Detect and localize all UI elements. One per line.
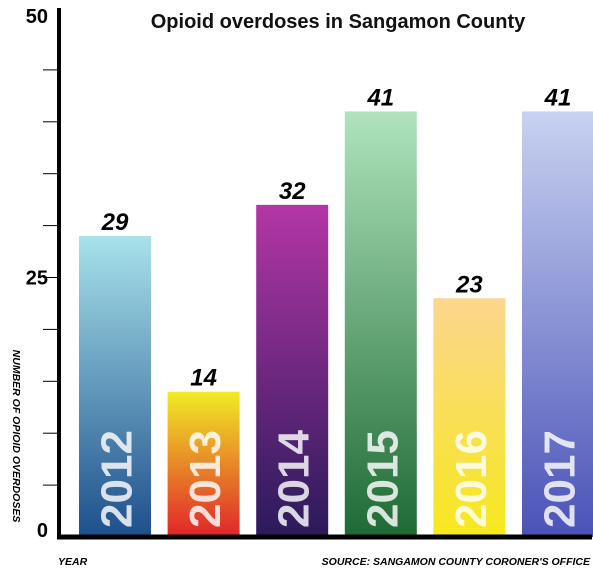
bar-2016 xyxy=(433,298,506,537)
category-label-2013: 2013 xyxy=(181,430,230,528)
data-label-2016: 23 xyxy=(455,271,483,298)
y-tick-label: 0 xyxy=(37,520,48,542)
source-note: SOURCE: SANGAMON COUNTY CORONER'S OFFICE xyxy=(322,556,591,568)
x-axis-label: YEAR xyxy=(58,556,88,568)
y-axis-label: NUMBER OF OPIOID OVERDOSES xyxy=(10,350,22,523)
bar-2015 xyxy=(344,111,417,538)
chart-title: Opioid overdoses in Sangamon County xyxy=(151,11,526,33)
y-tick-label: 50 xyxy=(26,6,48,28)
data-label-2013: 14 xyxy=(190,365,217,392)
data-label-2012: 29 xyxy=(101,209,129,236)
category-label-2017: 2017 xyxy=(536,430,585,528)
y-tick-label: 25 xyxy=(26,268,48,290)
data-label-2017: 41 xyxy=(544,84,572,111)
bar-2014 xyxy=(256,204,329,537)
data-label-2015: 41 xyxy=(366,84,394,111)
category-label-2014: 2014 xyxy=(270,430,319,528)
bar-2012 xyxy=(79,235,151,538)
category-label-2016: 2016 xyxy=(447,430,496,528)
category-label-2015: 2015 xyxy=(358,430,407,528)
data-label-2014: 32 xyxy=(279,178,306,205)
bar-2013 xyxy=(167,391,240,537)
category-label-2012: 2012 xyxy=(93,430,142,528)
bar-2017 xyxy=(522,111,593,538)
